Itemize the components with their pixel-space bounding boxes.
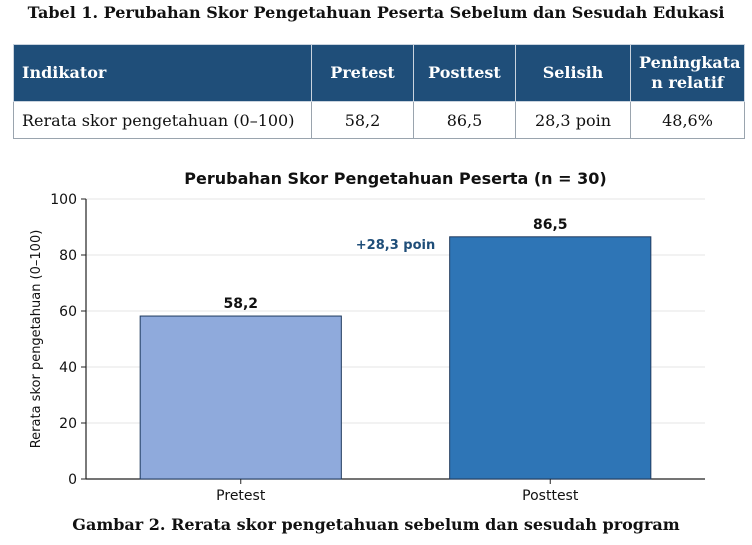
x-tick-label-posttest: Posttest bbox=[522, 488, 579, 504]
header-line-1: Peningkata bbox=[639, 53, 741, 72]
cell-pretest: 58,2 bbox=[311, 101, 414, 139]
y-tick-label: 40 bbox=[59, 360, 77, 376]
results-table: Indikator Pretest Posttest Selisih Penin… bbox=[13, 44, 745, 139]
cell-indikator: Rerata skor pengetahuan (0–100) bbox=[13, 101, 312, 139]
header-posttest: Posttest bbox=[413, 44, 516, 102]
figure-caption: Gambar 2. Rerata skor pengetahuan sebelu… bbox=[72, 515, 680, 534]
header-indikator: Indikator bbox=[13, 44, 312, 102]
table-caption: Tabel 1. Perubahan Skor Pengetahuan Pese… bbox=[27, 3, 725, 22]
table-row: Rerata skor pengetahuan (0–100) 58,2 86,… bbox=[13, 101, 745, 139]
cell-posttest: 86,5 bbox=[413, 101, 516, 139]
bar-chart: Perubahan Skor Pengetahuan Peserta (n = … bbox=[29, 169, 705, 504]
y-tick-label: 100 bbox=[50, 192, 77, 208]
x-tick-label-pretest: Pretest bbox=[216, 488, 266, 504]
cell-peningkatan-relatif: 48,6% bbox=[630, 101, 745, 139]
header-peningkatan-relatif: Peningkata n relatif bbox=[630, 44, 745, 102]
table-header-row: Indikator Pretest Posttest Selisih Penin… bbox=[13, 44, 745, 102]
difference-annotation: +28,3 poin bbox=[356, 238, 435, 253]
data-label-posttest: 86,5 bbox=[533, 217, 568, 233]
cell-selisih: 28,3 poin bbox=[515, 101, 631, 139]
y-tick-label: 0 bbox=[68, 472, 77, 488]
y-axis-label: Rerata skor pengetahuan (0–100) bbox=[29, 230, 44, 449]
y-tick-label: 20 bbox=[59, 416, 77, 432]
bar-pretest bbox=[139, 315, 342, 480]
bar-posttest bbox=[449, 236, 652, 480]
header-line-2: n relatif bbox=[651, 73, 724, 92]
y-tick-label: 80 bbox=[59, 248, 77, 264]
data-label-pretest: 58,2 bbox=[223, 296, 258, 312]
header-selisih: Selisih bbox=[515, 44, 631, 102]
header-pretest: Pretest bbox=[311, 44, 414, 102]
y-tick-label: 60 bbox=[59, 304, 77, 320]
chart-title: Perubahan Skor Pengetahuan Peserta (n = … bbox=[184, 169, 606, 188]
